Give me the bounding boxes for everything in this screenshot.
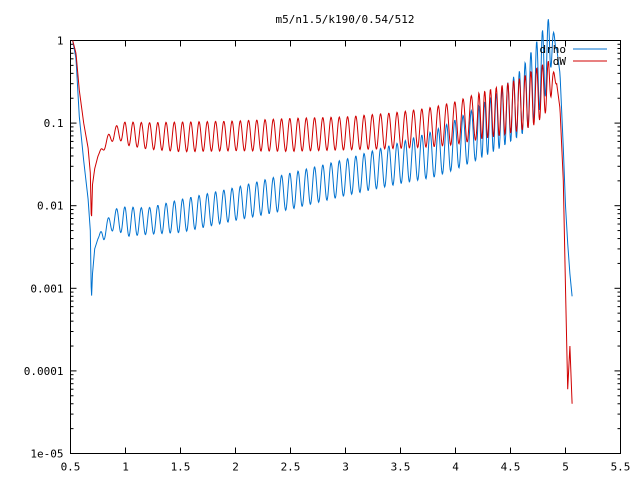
- x-tick-label: 3: [342, 461, 349, 474]
- x-tick-label: 0.5: [61, 461, 81, 474]
- x-tick-label: 2: [232, 461, 239, 474]
- legend-label-drho: drho: [540, 43, 567, 56]
- x-tick-label: 3.5: [391, 461, 411, 474]
- y-tick-label: 0.001: [30, 282, 63, 295]
- x-tick-label: 5: [562, 461, 569, 474]
- series-line-dW: [72, 40, 573, 404]
- x-tick-label: 4: [452, 461, 459, 474]
- y-tick-label: 0.0001: [24, 365, 64, 378]
- y-tick-label: 0.01: [37, 200, 64, 213]
- axis-ticks: 0.5 1 1.5 2 2.5 3 3.5 4 4.5 5 5.5 1 0.1 0.01 0.001 0.00…: [24, 35, 631, 474]
- x-tick-label: 4.5: [501, 461, 521, 474]
- x-tick-label: 2.5: [281, 461, 301, 474]
- y-tick-label: 0.1: [44, 117, 64, 130]
- y-tick-label: 1e-05: [30, 448, 63, 461]
- x-tick-label: 5.5: [611, 461, 631, 474]
- chart-title: m5/n1.5/k190/0.54/512: [275, 13, 414, 26]
- series-line-drho: [72, 19, 573, 297]
- legend-label-dW: dW: [553, 55, 567, 68]
- x-tick-label: 1.5: [171, 461, 191, 474]
- y-tick-label: 1: [57, 35, 64, 48]
- series-lines: [72, 19, 573, 404]
- x-tick-label: 1: [122, 461, 129, 474]
